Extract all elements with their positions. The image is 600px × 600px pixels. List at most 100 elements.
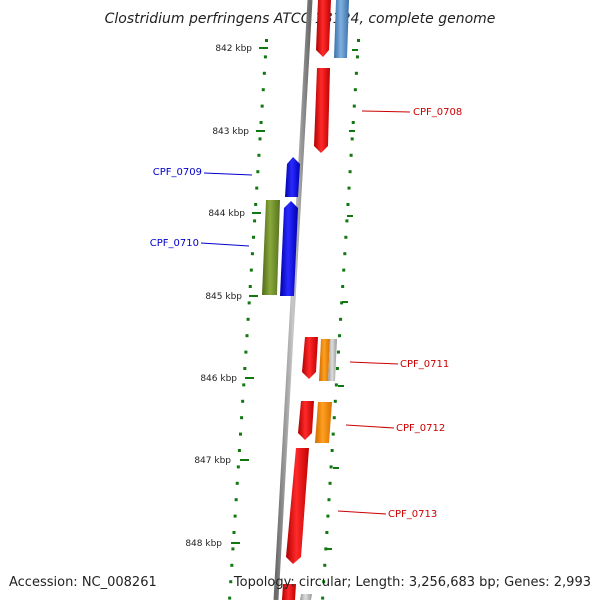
- minor-tick-dot-left-1: [263, 55, 267, 59]
- gene-label-cpf-0708[interactable]: CPF_0708: [413, 107, 462, 118]
- minor-tick-dot-left-17: [246, 317, 250, 321]
- scale-ticks: 842 kbp 843 kbp 844 kbp 845 kbp 846 kbp …: [185, 44, 358, 550]
- gene-arrow-cpf-0711[interactable]: [302, 337, 318, 379]
- minor-tick-dot-left-22: [241, 399, 245, 403]
- minor-tick-dot-left-19: [244, 350, 248, 354]
- minor-tick-dot-right-33: [322, 580, 326, 584]
- minor-tick-dot-left-6: [258, 137, 262, 141]
- gene-labels: CPF_0708 CPF_0709 CPF_0710 CPF_0711 CPF_…: [150, 107, 462, 520]
- tick-dot-tracks: [228, 39, 360, 600]
- gene-arrow-steelblue-top[interactable]: [334, 0, 349, 58]
- gene-label-cpf-0709[interactable]: CPF_0709: [153, 167, 202, 178]
- gene-features: [262, 0, 349, 600]
- gene-arrow-gray-bottom[interactable]: [300, 594, 312, 600]
- gene-label-cpf-0711[interactable]: CPF_0711: [400, 359, 449, 370]
- minor-tick-dot-right-29: [326, 514, 330, 518]
- minor-tick-dot-left-25: [237, 449, 241, 452]
- minor-tick-dot-left-29: [233, 514, 237, 518]
- minor-tick-dot-left-9: [255, 186, 259, 190]
- leader-cpf-0709: [203, 172, 253, 176]
- minor-tick-dot-left-11: [253, 219, 257, 223]
- minor-tick-dot-right-23: [332, 416, 336, 420]
- minor-tick-dot-right-34: [321, 596, 325, 600]
- gene-arrow-red-top[interactable]: [316, 0, 331, 57]
- gene-arrow-orange-0712[interactable]: [315, 402, 332, 443]
- gene-arrow-green[interactable]: [262, 200, 280, 295]
- gene-arrow-gray-0711[interactable]: [328, 339, 337, 381]
- minor-tick-dot-right-2: [354, 71, 358, 75]
- minor-tick-dot-right-27: [328, 481, 332, 485]
- gene-arrow-cpf-0709[interactable]: [285, 157, 300, 197]
- accession-text: Accession: NC_008261: [9, 575, 157, 590]
- minor-tick-dot-left-20: [243, 367, 247, 370]
- minor-tick-dot-right-25: [330, 449, 334, 452]
- minor-tick-dot-left-30: [232, 531, 236, 534]
- minor-tick-dot-right-3: [353, 88, 357, 92]
- minor-tick-dot-right-26: [329, 465, 333, 469]
- minor-tick-dot-right-30: [325, 531, 329, 534]
- gene-arrow-red-bottom[interactable]: [282, 584, 296, 600]
- minor-tick-dot-left-13: [250, 252, 254, 256]
- minor-tick-dot-left-21: [242, 383, 246, 387]
- tick-label-842: 842 kbp: [215, 44, 252, 54]
- tick-label-848: 848 kbp: [185, 539, 222, 549]
- minor-tick-dot-right-19: [336, 350, 340, 354]
- minor-tick-dot-right-1: [355, 55, 359, 59]
- minor-tick-dot-left-5: [259, 121, 263, 124]
- minor-tick-dot-left-34: [228, 596, 232, 600]
- leader-cpf-0708: [361, 110, 411, 113]
- gene-label-cpf-0712[interactable]: CPF_0712: [396, 423, 445, 434]
- minor-tick-dot-right-31: [324, 547, 328, 551]
- minor-tick-dot-left-24: [238, 432, 242, 436]
- minor-tick-dot-right-8: [348, 170, 352, 174]
- minor-tick-dot-right-11: [345, 219, 349, 223]
- leader-cpf-0713: [337, 510, 387, 515]
- leader-cpf-0710: [200, 242, 250, 247]
- minor-tick-dot-left-26: [236, 465, 240, 469]
- minor-tick-dot-right-12: [344, 235, 348, 239]
- gene-arrow-orange-0711[interactable]: [319, 339, 330, 381]
- minor-tick-dot-left-3: [261, 88, 265, 92]
- minor-tick-dot-right-9: [347, 186, 351, 190]
- minor-tick-dot-left-16: [247, 301, 251, 305]
- minor-tick-dot-right-15: [341, 285, 345, 288]
- minor-tick-dot-left-15: [248, 285, 252, 288]
- minor-tick-dot-right-17: [339, 317, 343, 321]
- minor-tick-dot-right-7: [349, 153, 353, 157]
- gene-arrow-cpf-0708[interactable]: [314, 68, 330, 153]
- minor-tick-dot-right-21: [334, 383, 338, 387]
- gene-label-cpf-0713[interactable]: CPF_0713: [388, 509, 437, 520]
- minor-tick-dot-left-12: [251, 235, 255, 239]
- minor-tick-dot-right-6: [350, 137, 354, 141]
- gene-arrow-cpf-0712[interactable]: [298, 401, 314, 440]
- minor-tick-dot-left-18: [245, 334, 249, 338]
- minor-tick-dot-left-23: [240, 416, 244, 420]
- minor-tick-dot-right-32: [323, 563, 327, 567]
- minor-tick-dot-left-2: [262, 71, 266, 75]
- minor-tick-dot-right-20: [335, 367, 339, 370]
- minor-tick-dot-right-22: [333, 399, 337, 403]
- minor-tick-dot-right-16: [340, 301, 344, 305]
- minor-tick-dot-right-4: [352, 104, 356, 108]
- tick-label-844: 844 kbp: [208, 209, 245, 219]
- gene-arrow-cpf-0710[interactable]: [280, 201, 298, 296]
- gene-label-cpf-0710[interactable]: CPF_0710: [150, 238, 199, 249]
- minor-tick-dot-left-32: [230, 563, 234, 567]
- tick-label-847: 847 kbp: [194, 456, 231, 466]
- minor-tick-dot-right-5: [351, 121, 355, 124]
- minor-tick-dot-right-0: [357, 39, 360, 42]
- tick-label-846: 846 kbp: [200, 374, 237, 384]
- gene-arrow-cpf-0713[interactable]: [286, 448, 309, 564]
- minor-tick-dot-left-33: [229, 580, 233, 584]
- minor-tick-dot-left-27: [235, 481, 239, 485]
- minor-tick-dot-left-14: [249, 268, 253, 272]
- minor-tick-dot-left-7: [257, 153, 261, 157]
- tick-label-843: 843 kbp: [212, 127, 249, 137]
- minor-tick-dot-left-0: [265, 39, 268, 42]
- leader-cpf-0712: [345, 424, 395, 429]
- minor-tick-dot-right-18: [338, 334, 342, 338]
- genome-backbone: [273, 0, 313, 600]
- minor-tick-dot-right-13: [343, 252, 347, 256]
